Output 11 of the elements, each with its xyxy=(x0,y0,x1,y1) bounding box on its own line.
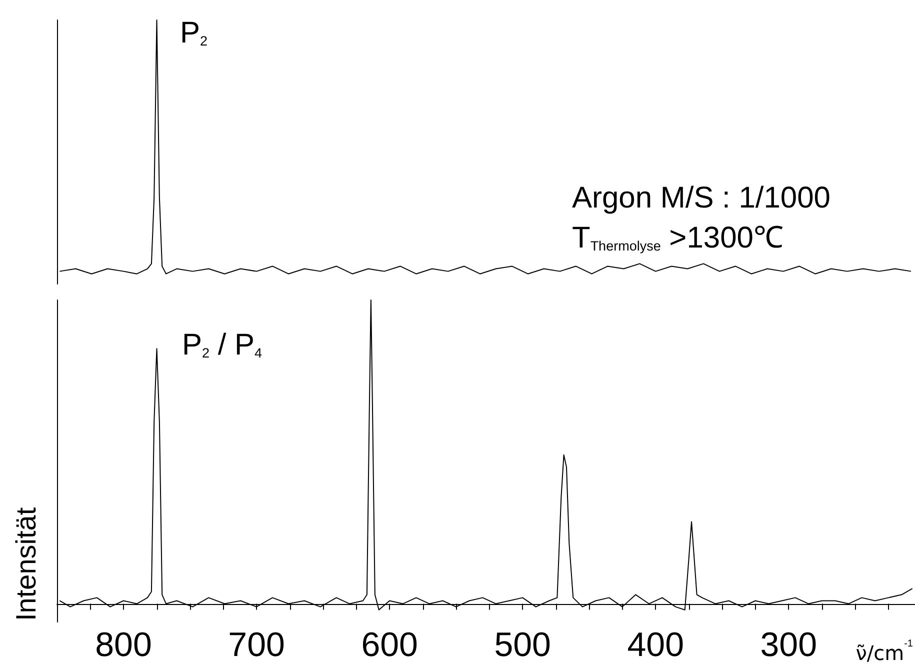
x-tick-label: 600 xyxy=(361,626,418,664)
x-tick-label: 700 xyxy=(228,626,285,664)
annotation: P2 xyxy=(180,16,208,50)
x-tick-label: 500 xyxy=(494,626,551,664)
annotation: TThermolyse >1300℃ xyxy=(572,222,784,254)
x-tick-label: 400 xyxy=(627,626,684,664)
annotation: P2 / P4 xyxy=(182,328,263,362)
x-tick-label: 800 xyxy=(95,626,152,664)
annotation: Argon M/S : 1/1000 xyxy=(572,182,830,214)
x-tick-label: 300 xyxy=(760,626,817,664)
y-axis-title: Intensität xyxy=(10,507,42,621)
